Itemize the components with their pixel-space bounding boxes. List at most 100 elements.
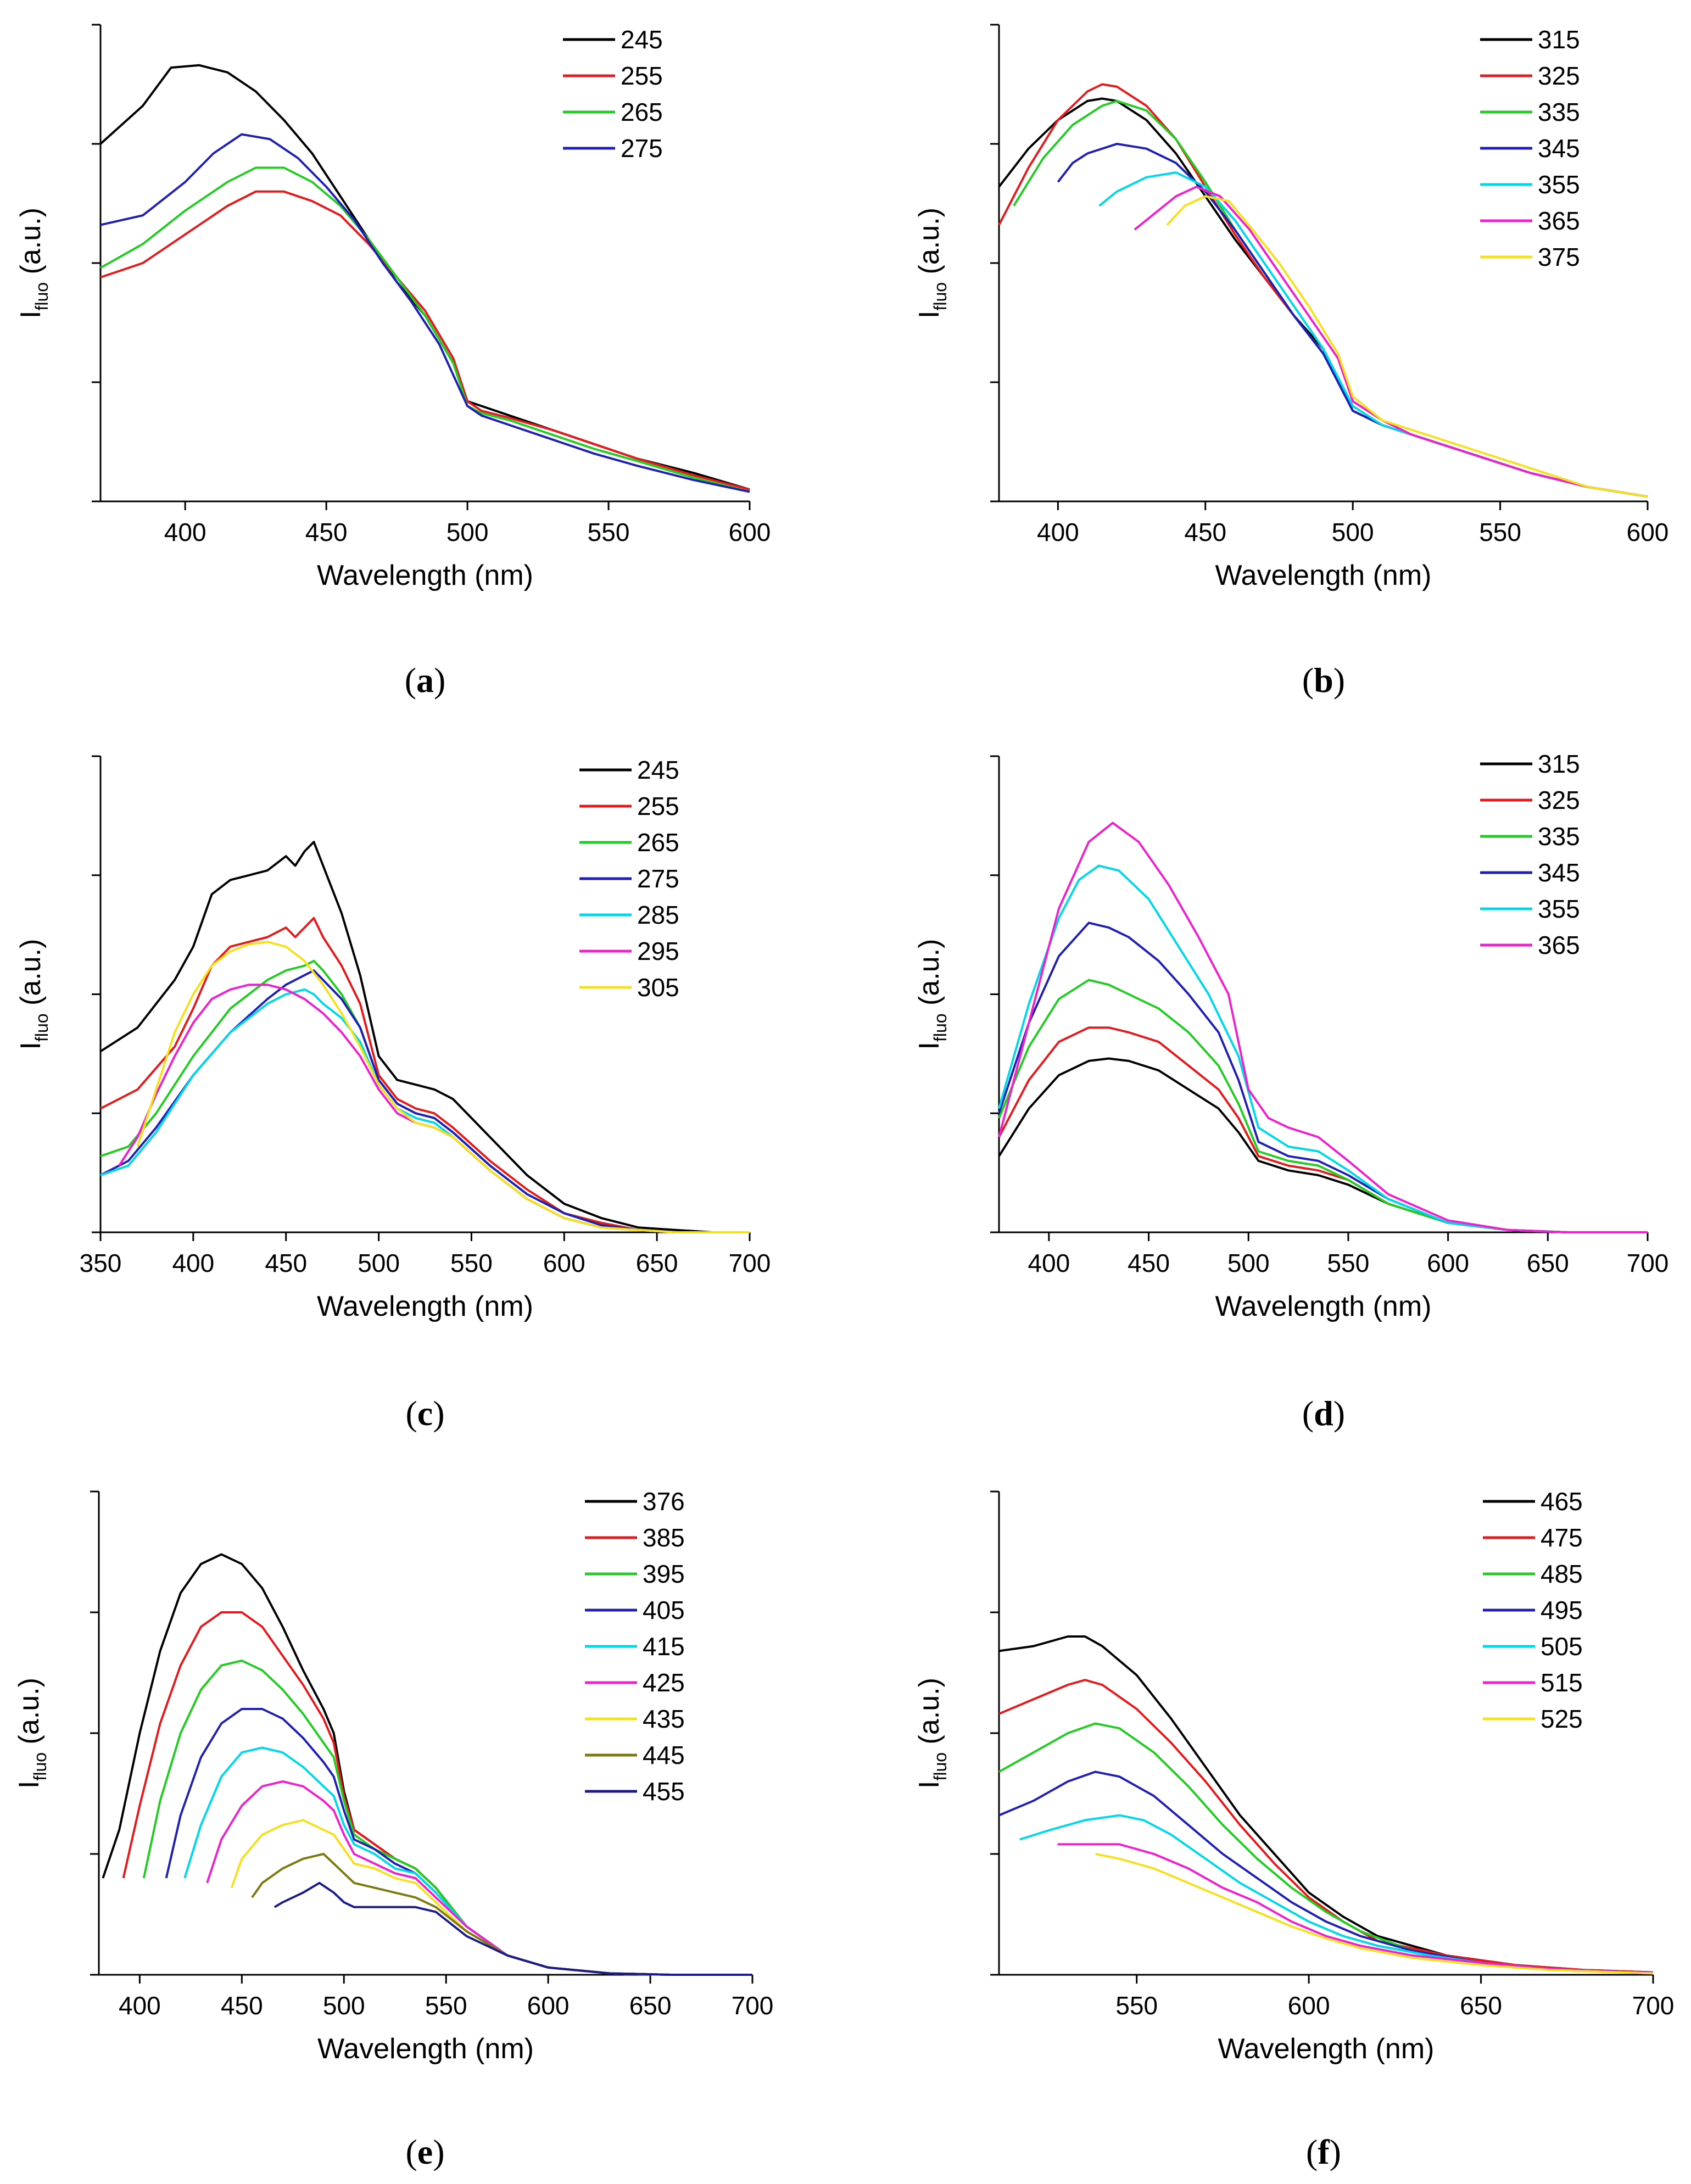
x-tick-label: 600 (527, 1991, 570, 2020)
y-axis-label: Ifluo (a.u.) (13, 1678, 50, 1789)
legend-label-315: 315 (1538, 25, 1580, 54)
legend-label-505: 505 (1541, 1632, 1583, 1661)
x-tick-label: 650 (1460, 1991, 1502, 2020)
legend-label-355: 355 (1538, 170, 1580, 199)
panel-caption: (a) (405, 661, 446, 700)
series-line-475 (998, 1679, 1654, 1974)
legend-label-355: 355 (1538, 895, 1580, 923)
series-line-245 (99, 64, 750, 491)
x-tick-label: 500 (358, 1249, 400, 1277)
x-tick-label: 700 (732, 1991, 774, 2020)
x-tick-label: 500 (1227, 1249, 1270, 1277)
legend-label-325: 325 (1538, 62, 1580, 90)
series-line-325 (998, 1026, 1648, 1233)
legend-label-295: 295 (637, 937, 679, 965)
x-tick-label: 500 (1332, 518, 1374, 546)
series-line-245 (99, 841, 750, 1233)
x-tick-label: 600 (729, 518, 771, 546)
legend-label-445: 445 (643, 1741, 685, 1769)
legend-label-385: 385 (643, 1523, 685, 1552)
series-line-295 (118, 984, 750, 1233)
x-tick-label: 650 (629, 1991, 672, 2020)
panel-caption: (d) (1302, 1394, 1345, 1433)
series-line-515 (1057, 1843, 1654, 1974)
series-line-525 (1095, 1853, 1654, 1975)
series-line-345 (998, 921, 1648, 1233)
series-line-265 (100, 166, 750, 493)
x-tick-label: 550 (1115, 1991, 1158, 2020)
x-tick-label: 600 (1627, 518, 1669, 546)
legend-label-376: 376 (643, 1487, 685, 1516)
legend-label-335: 335 (1538, 822, 1580, 851)
y-axis-label: Ifluo (a.u.) (913, 208, 950, 319)
panel-caption: (e) (405, 2132, 444, 2171)
x-tick-label: 650 (636, 1249, 678, 1277)
series-line-495 (998, 1770, 1654, 1974)
legend-label-425: 425 (643, 1668, 685, 1697)
legend-label-305: 305 (637, 973, 679, 1002)
legend-label-395: 395 (643, 1560, 685, 1588)
legend-label-265: 265 (637, 828, 679, 857)
legend-label-285: 285 (637, 901, 679, 929)
series-line-375 (1166, 195, 1648, 498)
legend-label-455: 455 (643, 1777, 685, 1806)
legend-label-255: 255 (621, 62, 663, 90)
x-tick-label: 600 (543, 1249, 585, 1277)
series-line-445 (251, 1853, 752, 1976)
x-tick-label: 500 (447, 518, 489, 546)
legend-label-525: 525 (1541, 1705, 1583, 1733)
x-axis-label: Wavelength (nm) (317, 560, 533, 591)
x-tick-label: 550 (1327, 1249, 1370, 1277)
series-line-505 (1019, 1814, 1654, 1974)
x-tick-label: 500 (323, 1991, 365, 2020)
series-line-365 (1134, 186, 1648, 498)
x-axis-label: Wavelength (nm) (1218, 2033, 1435, 2065)
x-tick-label: 700 (729, 1249, 771, 1277)
panel-caption: (c) (405, 1394, 444, 1433)
legend-label-345: 345 (1538, 134, 1580, 163)
panel-a: 400 450 500 550 600 Wavelength (nm) Ifluo (a.u… (15, 24, 771, 700)
series-line-305 (136, 941, 750, 1233)
panel-e: 400 450 500 550 600 650 700 Wavelength (nm) Iflu… (13, 1487, 773, 2171)
legend-label-265: 265 (621, 98, 663, 126)
x-tick-label: 600 (1288, 1991, 1330, 2020)
panel-b: 400 450 500 550 600 Wavelength (nm) Ifluo (a.u… (913, 24, 1669, 700)
y-axis-label: Ifluo (a.u.) (913, 1678, 950, 1789)
panel-caption: (f) (1306, 2132, 1341, 2171)
legend-label-255: 255 (637, 792, 679, 820)
legend-label-365: 365 (1538, 206, 1580, 235)
x-tick-label: 550 (450, 1249, 493, 1277)
x-tick-label: 550 (425, 1991, 467, 2020)
legend-label-485: 485 (1541, 1560, 1583, 1588)
legend-label-345: 345 (1538, 858, 1580, 887)
x-axis-label: Wavelength (nm) (1215, 560, 1432, 591)
legend-label-315: 315 (1538, 750, 1580, 778)
legend-label-375: 375 (1538, 243, 1580, 271)
x-tick-label: 600 (1427, 1249, 1469, 1277)
legend-label-415: 415 (643, 1632, 685, 1661)
legend: 315 325 335 345 355 365 375 (1480, 25, 1580, 271)
legend-label-365: 365 (1538, 931, 1580, 959)
legend-label-325: 325 (1538, 786, 1580, 814)
x-tick-label: 400 (172, 1249, 214, 1277)
panel-c: 350 400 450 500 550 600 650 700 Wavelength (nm) I… (15, 755, 771, 1433)
x-tick-label: 450 (305, 518, 348, 546)
legend: 376 385 395 405 415 425 435 445 455 (585, 1487, 685, 1806)
x-tick-label: 700 (1627, 1249, 1669, 1277)
x-tick-label: 550 (588, 518, 630, 546)
panel-caption: (b) (1302, 661, 1345, 700)
x-tick-label: 550 (1479, 518, 1521, 546)
x-tick-label: 400 (164, 518, 207, 546)
legend-label-275: 275 (637, 864, 679, 893)
legend-label-245: 245 (621, 25, 663, 54)
x-tick-label: 400 (119, 1991, 161, 2020)
x-tick-label: 450 (265, 1249, 307, 1277)
x-tick-label: 450 (1184, 518, 1226, 546)
x-tick-label: 350 (80, 1249, 122, 1277)
legend-label-465: 465 (1541, 1487, 1583, 1516)
series-line-355 (998, 864, 1648, 1233)
x-axis-label: Wavelength (nm) (1215, 1291, 1432, 1322)
legend-label-335: 335 (1538, 98, 1580, 126)
